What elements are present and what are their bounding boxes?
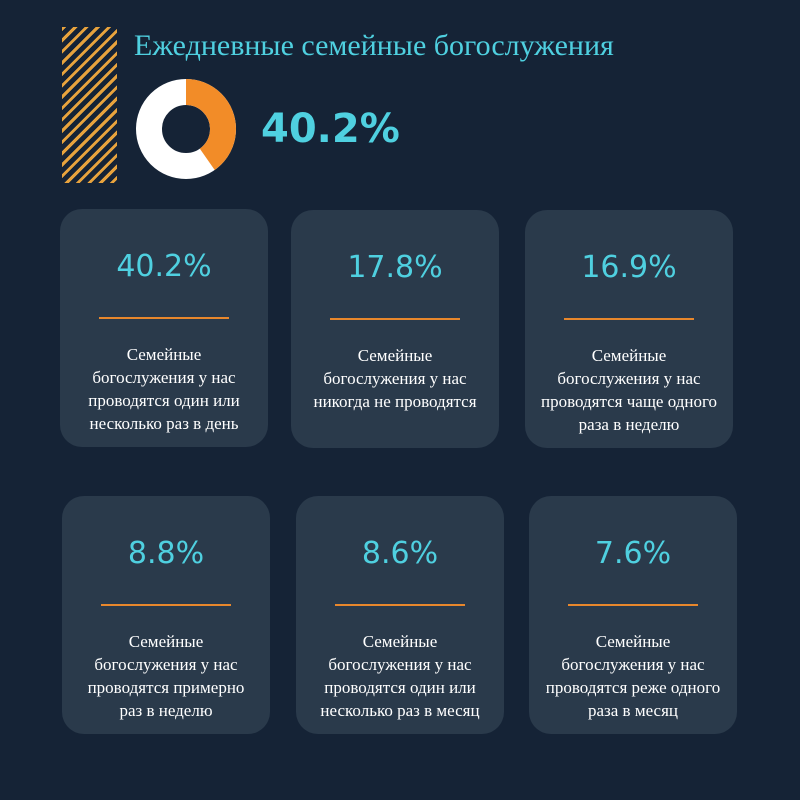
stat-card: 16.9% Семейные богослужения у нас провод… bbox=[525, 210, 733, 448]
stat-value: 8.8% bbox=[127, 536, 205, 571]
stat-description: Семейные богослужения у нас проводятся о… bbox=[88, 345, 240, 433]
stat-card: 8.6% Семейные богослужения у нас проводя… bbox=[296, 496, 504, 734]
stat-description: Семейные богослужения у нас проводятся ч… bbox=[540, 346, 718, 434]
divider bbox=[564, 318, 694, 320]
stat-value: 16.9% bbox=[581, 250, 677, 285]
decorative-hatch bbox=[62, 27, 117, 183]
stat-card: 17.8% Семейные богослужения у нас никогд… bbox=[291, 210, 499, 448]
stat-description: Семейные богослужения у нас никогда не п… bbox=[313, 346, 477, 411]
stat-card: 7.6% Семейные богослужения у нас проводя… bbox=[529, 496, 737, 734]
stat-description: Семейные богослужения у нас проводятся о… bbox=[320, 632, 480, 720]
page-title: Ежедневные семейные богослужения bbox=[134, 29, 614, 62]
donut-chart bbox=[136, 79, 236, 179]
stat-value: 40.2% bbox=[116, 249, 212, 284]
divider bbox=[101, 604, 231, 606]
donut-value-arc bbox=[136, 79, 236, 179]
stat-value: 7.6% bbox=[594, 536, 672, 571]
divider bbox=[99, 317, 229, 319]
stat-card: 40.2% Семейные богослужения у нас провод… bbox=[60, 209, 268, 447]
divider bbox=[330, 318, 460, 320]
stat-value: 17.8% bbox=[347, 250, 443, 285]
divider bbox=[568, 604, 698, 606]
stat-description: Семейные богослужения у нас проводятся р… bbox=[545, 632, 721, 720]
stat-card: 8.8% Семейные богослужения у нас проводя… bbox=[62, 496, 270, 734]
headline-percentage: 40.2% bbox=[261, 106, 400, 152]
stat-value: 8.6% bbox=[361, 536, 439, 571]
divider bbox=[335, 604, 465, 606]
stat-description: Семейные богослужения у нас проводятся п… bbox=[87, 632, 245, 720]
